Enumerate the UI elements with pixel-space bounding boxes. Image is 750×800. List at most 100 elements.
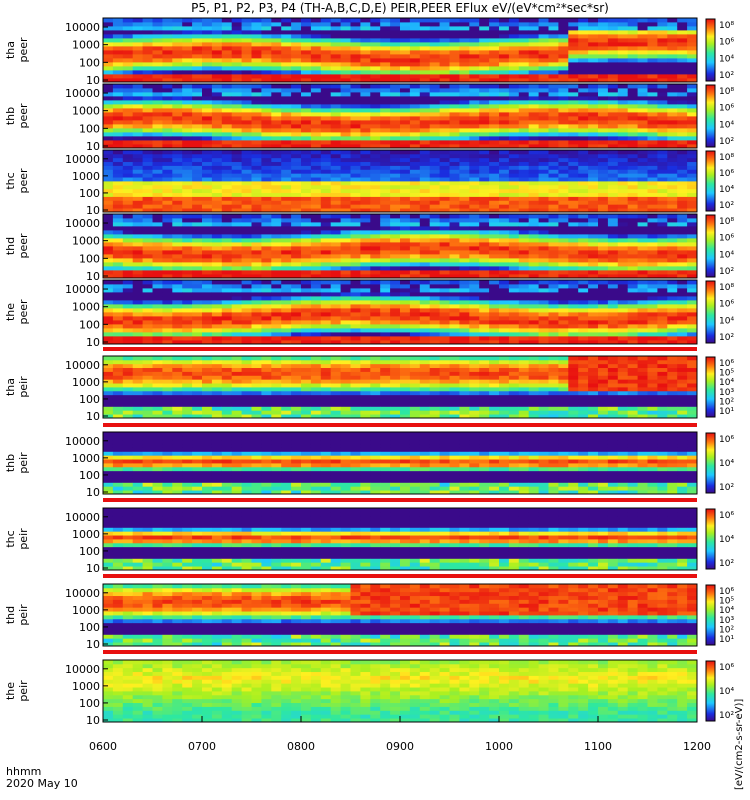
spectrogram-cell [221, 218, 233, 223]
spectrogram-cell [489, 238, 500, 243]
spectrogram-cell [251, 144, 262, 149]
spectrogram-cell [419, 136, 431, 141]
spectrogram-cell [231, 262, 242, 267]
spectrogram-cell [281, 312, 292, 317]
spectrogram-cell [251, 328, 262, 333]
spectrogram-cell [419, 214, 431, 219]
spectrogram-cell [449, 173, 460, 178]
colorbar [705, 150, 716, 212]
spectrogram-cell [459, 46, 470, 51]
spectrogram-cell [241, 165, 252, 170]
spectrogram-cell [637, 204, 648, 209]
spectrogram-cell [142, 54, 153, 59]
spectrogram-cell [291, 18, 302, 23]
spectrogram-cell [657, 66, 668, 71]
spectrogram-cell [568, 226, 579, 231]
spectrogram-cell [103, 390, 114, 396]
spectrogram-cell [400, 78, 411, 83]
spectrogram-cell [202, 336, 213, 341]
spectrogram-cell [291, 238, 302, 243]
spectrogram-cell [281, 22, 292, 27]
spectrogram-cell [281, 34, 292, 39]
spectrogram-cell [360, 246, 371, 251]
spectrogram-cell [637, 312, 648, 317]
spectrogram-cell [320, 128, 332, 133]
spectrogram-cell [439, 336, 450, 341]
spectrogram-cell [657, 84, 668, 89]
spectrogram-cell [499, 74, 510, 79]
spectrogram-cell [578, 340, 589, 345]
spectrogram-cell [261, 62, 272, 67]
spectrogram-cell [152, 144, 163, 149]
spectrogram-cell [667, 26, 678, 31]
spectrogram-cell [499, 124, 510, 129]
spectrogram-cell [667, 157, 678, 163]
spectrogram-cell [518, 284, 530, 289]
spectrogram-cell [192, 254, 203, 259]
spectrogram-cell [231, 120, 242, 125]
spectrogram-cell [340, 120, 351, 125]
spectrogram-cell [439, 173, 450, 178]
spectrogram-cell [231, 266, 242, 271]
spectrogram-cell [291, 340, 302, 345]
spectrogram-cell [479, 128, 490, 133]
spectrogram-cell [617, 92, 629, 97]
spectrogram-cell [261, 292, 272, 297]
spectrogram-cell [192, 300, 203, 305]
spectrogram-cell [548, 320, 559, 325]
spectrogram-cell [301, 116, 312, 121]
spectrogram-cell [489, 300, 500, 305]
spectrogram-cell [301, 184, 312, 190]
spectrogram-cell [588, 150, 599, 155]
spectrogram-cell [291, 165, 302, 170]
spectrogram-cell [627, 46, 638, 51]
spectrogram-cell [667, 132, 678, 137]
spectrogram-cell [202, 274, 213, 279]
spectrogram-cell [598, 254, 609, 259]
spectrogram-cell [310, 300, 322, 305]
spectrogram-cell [687, 184, 698, 190]
spectrogram-cell [469, 328, 480, 333]
spectrogram-cell [172, 177, 183, 182]
spectrogram-cell [370, 196, 381, 201]
spectrogram-cell [182, 177, 193, 182]
spectrogram-cell [172, 38, 183, 43]
spectrogram-cell [429, 316, 440, 321]
spectrogram-cell [687, 70, 698, 75]
spectrogram-cell [627, 250, 638, 255]
spectrogram-cell [291, 26, 302, 31]
spectrogram-cell [112, 246, 124, 251]
spectrogram-cell [231, 192, 242, 197]
spectrogram-cell [548, 165, 559, 170]
spectrogram-cell [340, 18, 351, 23]
spectrogram-cell [469, 280, 480, 285]
spectrogram-cell [122, 402, 134, 407]
spectrogram-cell [360, 62, 371, 67]
spectrogram-cell [182, 246, 193, 251]
spectrogram-cell [479, 266, 490, 271]
spectrogram-cell [320, 184, 332, 190]
spectrogram-cell [677, 92, 688, 97]
spectrogram-cell [122, 18, 134, 23]
spectrogram-cell [241, 336, 252, 341]
spectrogram-cell [350, 153, 361, 159]
spectrogram-cell [459, 270, 470, 275]
spectrogram-cell [409, 92, 421, 97]
spectrogram-cell [400, 280, 411, 285]
spectrogram-cell [469, 78, 480, 83]
spectrogram-cell [103, 375, 114, 380]
spectrogram-cell [370, 84, 381, 89]
spectrogram-cell [607, 84, 619, 89]
spectrogram-cell [103, 398, 114, 403]
spectrogram-cell [162, 136, 173, 141]
spectrogram-cell [112, 70, 124, 75]
spectrogram-cell [647, 316, 658, 321]
spectrogram-cell [350, 222, 361, 227]
spectrogram-cell [152, 30, 163, 35]
spectrogram-cell [419, 284, 431, 289]
spectrogram-cell [568, 242, 579, 247]
spectrogram-cell [231, 242, 242, 247]
spectrogram-cell [558, 22, 569, 27]
spectrogram-cell [518, 26, 530, 31]
spectrogram-cell [281, 54, 292, 59]
